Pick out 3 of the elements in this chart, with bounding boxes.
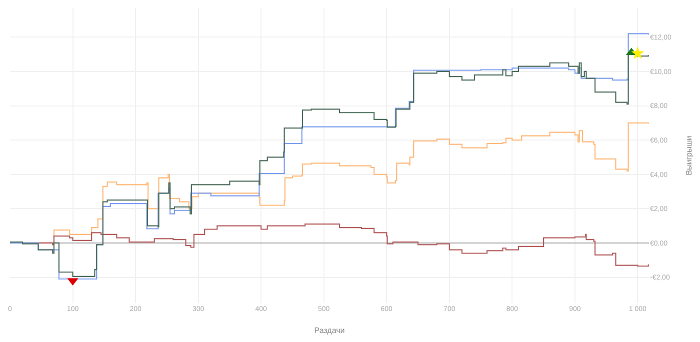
y-axis-title: Выигрыши	[684, 136, 694, 176]
point	[631, 46, 644, 59]
x-axis-title: Раздачи	[314, 326, 345, 336]
